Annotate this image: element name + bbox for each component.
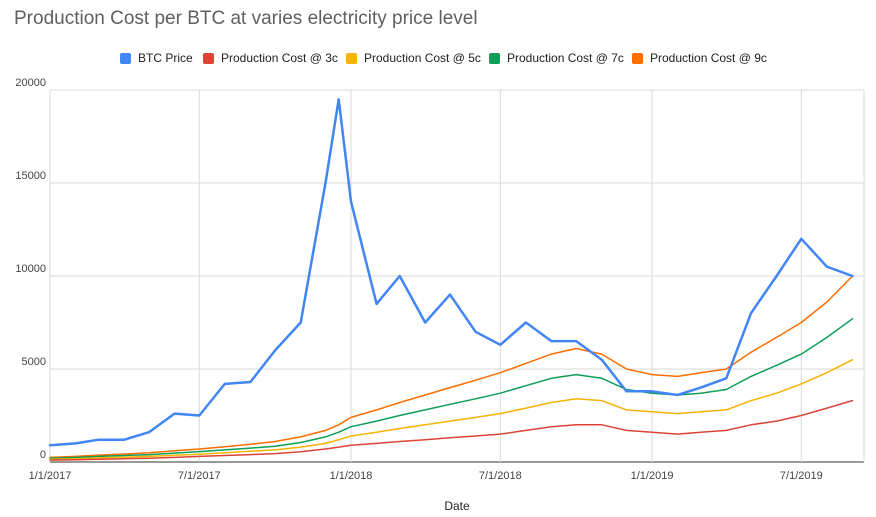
series-line-production-cost-5c	[49, 358, 854, 460]
legend-item-btc-price[interactable]: BTC Price	[120, 50, 193, 66]
legend-label: Production Cost @ 3c	[221, 51, 338, 65]
legend-label: Production Cost @ 5c	[364, 51, 481, 65]
chart-title: Production Cost per BTC at varies electr…	[14, 8, 478, 29]
legend-item-cost-7c[interactable]: Production Cost @ 7c	[489, 50, 624, 66]
legend: BTC Price Production Cost @ 3c Productio…	[0, 50, 876, 66]
legend-item-cost-9c[interactable]: Production Cost @ 9c	[632, 50, 767, 66]
series-line-production-cost-3c	[49, 399, 854, 461]
legend-swatch-icon	[346, 52, 357, 64]
x-tick-label: 1/1/2019	[631, 470, 674, 482]
x-tick-label: 1/1/2017	[29, 470, 72, 482]
legend-swatch-icon	[632, 52, 643, 64]
x-tick-label: 1/1/2018	[330, 470, 373, 482]
legend-item-cost-5c[interactable]: Production Cost @ 5c	[346, 50, 481, 66]
legend-label: BTC Price	[138, 51, 193, 65]
axis-labels: 0 5000 10000 15000 20000 1/1/2017 7/1/2017 1/1/…	[15, 77, 822, 482]
legend-swatch-icon	[489, 52, 500, 64]
grid	[49, 89, 865, 463]
x-tick-label: 7/1/2017	[178, 470, 221, 482]
x-tick-label: 7/1/2019	[780, 470, 823, 482]
y-tick-label: 10000	[15, 263, 46, 275]
legend-swatch-icon	[120, 52, 131, 64]
series-line-production-cost-7c	[49, 318, 854, 460]
y-tick-label: 20000	[15, 77, 46, 89]
y-tick-label: 15000	[15, 170, 46, 182]
legend-label: Production Cost @ 7c	[507, 51, 624, 65]
x-axis-title: Date	[444, 499, 470, 513]
legend-swatch-icon	[203, 52, 214, 64]
y-tick-label: 0	[40, 449, 46, 461]
x-tick-label: 7/1/2018	[479, 470, 522, 482]
series-layer	[48, 98, 854, 461]
legend-label: Production Cost @ 9c	[650, 51, 767, 65]
legend-item-cost-3c[interactable]: Production Cost @ 3c	[203, 50, 338, 66]
series-line-btc-price	[48, 98, 854, 447]
series-line-production-cost-9c	[49, 275, 854, 459]
y-tick-label: 5000	[22, 356, 46, 368]
